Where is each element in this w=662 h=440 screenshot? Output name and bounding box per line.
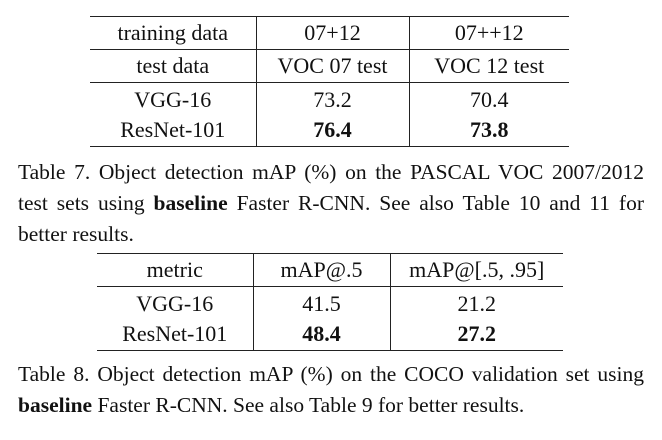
model-cell: ResNet-101 [90, 113, 257, 147]
caption-bold-text: baseline [18, 393, 93, 417]
caption-text: Table 7. Object detection mAP (%) on the… [18, 160, 644, 215]
caption-text: Faster R-CNN. See also Table 9 for bette… [92, 393, 525, 417]
model-cell: ResNet-101 [97, 317, 254, 351]
caption-text: Table 8. Object detection mAP (%) on the… [18, 362, 644, 386]
value-cell: 41.5 [253, 286, 391, 318]
header-cell: 07+12 [256, 16, 410, 50]
model-cell: VGG-16 [97, 286, 254, 318]
model-cell: VGG-16 [90, 82, 257, 114]
table-7-caption: Table 7. Object detection mAP (%) on the… [18, 157, 644, 250]
table-8-caption: Table 8. Object detection mAP (%) on the… [18, 359, 644, 421]
header-cell: 07++12 [409, 16, 569, 50]
table-row: VGG-16 73.2 70.4 [90, 82, 569, 114]
value-cell: 76.4 [256, 113, 410, 147]
value-cell: 73.8 [409, 113, 569, 147]
table-7: training data 07+12 07++12 test data VOC… [90, 16, 569, 147]
value-cell: 70.4 [470, 87, 509, 113]
table-8: metric mAP@.5 mAP@[.5, .95] VGG-16 41.5 … [97, 253, 563, 351]
header-cell: VOC 12 test [409, 49, 569, 83]
header-cell: mAP@[.5, .95] [390, 253, 563, 287]
header-cell: training data [90, 16, 257, 50]
value-cell: 27.2 [390, 317, 563, 351]
table-row: ResNet-101 76.4 73.8 [90, 113, 569, 147]
value-cell: 48.4 [253, 317, 391, 351]
header-cell: mAP@.5 [253, 253, 391, 287]
caption-text: Faster R-CNN. See also Table 10 and 11 f… [18, 191, 644, 246]
table-row: metric mAP@.5 mAP@[.5, .95] [97, 253, 563, 287]
table-row: VGG-16 41.5 21.2 [97, 286, 563, 318]
table-row: training data 07+12 07++12 [90, 16, 569, 50]
table-row: test data VOC 07 test VOC 12 test [90, 49, 569, 83]
caption-bold-text: baseline [153, 191, 228, 215]
header-cell: test data [90, 49, 257, 83]
table-row: ResNet-101 48.4 27.2 [97, 317, 563, 351]
value-cell: 21.2 [457, 291, 497, 317]
header-cell: VOC 07 test [256, 49, 410, 83]
header-cell: metric [97, 253, 254, 287]
value-cell: 73.2 [256, 82, 410, 114]
